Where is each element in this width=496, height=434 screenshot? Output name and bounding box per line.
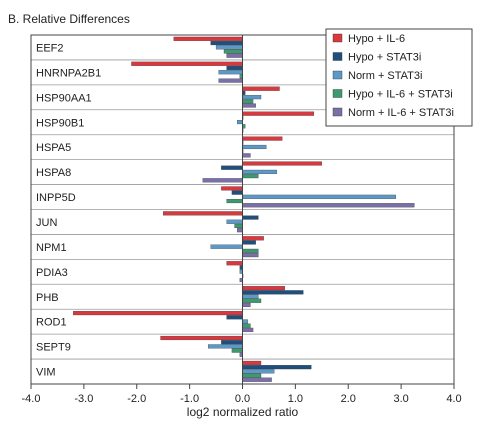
- bar: [202, 178, 243, 183]
- bar: [226, 219, 243, 224]
- bar: [234, 223, 243, 229]
- bar: [242, 153, 251, 158]
- legend-label: Hypo + IL-6 + STAT3i: [348, 89, 453, 101]
- category-labels: EEF2 HNRNPA2B1 HSP90AA1 HSP90B1 HSPA5 HSPA8 IN…: [36, 42, 101, 378]
- bar: [242, 95, 262, 100]
- bar: [242, 240, 256, 245]
- bar: [242, 369, 275, 374]
- bar: [231, 348, 243, 353]
- x-tick-label: 2.0: [341, 393, 356, 405]
- bar: [242, 290, 304, 295]
- bar: [242, 360, 262, 365]
- category-label: SEPT9: [36, 342, 71, 354]
- category-label: HNRNPA2B1: [36, 67, 101, 79]
- bar: [231, 190, 243, 195]
- bar: [226, 261, 243, 266]
- x-tick-label: -1.0: [180, 393, 199, 405]
- bar: [210, 244, 243, 249]
- legend-items: Hypo + IL-6 Hypo + STAT3i Norm + STAT3i Hyp…: [332, 33, 454, 119]
- bar: [226, 53, 243, 58]
- legend-box: [325, 28, 473, 127]
- legend-swatch: [332, 107, 343, 117]
- bar: [242, 236, 264, 241]
- category-label: EEF2: [36, 42, 64, 54]
- legend-label: Norm + STAT3i: [348, 70, 422, 82]
- category-label: ROD1: [36, 317, 67, 329]
- x-axis-ticks: -4.0 -3.0 -2.0 -1.0 0.0 1.0 2.0 3.0 4.0: [22, 384, 462, 405]
- bar: [242, 174, 259, 179]
- category-label: PHB: [36, 292, 59, 304]
- legend-swatch: [332, 33, 343, 43]
- bar: [160, 335, 243, 341]
- bar: [221, 186, 243, 191]
- bar: [242, 365, 312, 370]
- bar: [242, 248, 259, 253]
- bar: [242, 161, 322, 166]
- bar: [242, 144, 267, 150]
- bar: [242, 323, 251, 328]
- bar: [226, 65, 243, 71]
- bar: [242, 373, 262, 378]
- bar: [226, 198, 243, 204]
- category-label: HSPA5: [36, 142, 71, 154]
- legend-swatch: [332, 70, 343, 80]
- legend-label: Hypo + IL-6: [348, 33, 405, 45]
- category-label: JUN: [36, 217, 57, 229]
- x-tick-label: -2.0: [127, 393, 146, 405]
- bar: [237, 228, 243, 233]
- category-label: VIM: [36, 367, 56, 379]
- bar: [242, 294, 259, 299]
- legend-swatch: [332, 52, 343, 61]
- bar: [226, 315, 243, 320]
- bar: [242, 286, 285, 291]
- bar: [242, 111, 315, 116]
- legend-label: Norm + IL-6 + STAT3i: [348, 107, 454, 119]
- bar: [242, 377, 272, 382]
- category-label: HSPA8: [36, 167, 71, 179]
- legend-swatch: [332, 89, 343, 98]
- x-tick-label: -4.0: [22, 393, 41, 405]
- bar: [210, 41, 243, 46]
- legend-label: Hypo + STAT3i: [348, 52, 421, 64]
- category-label: NPM1: [36, 242, 67, 254]
- category-label: HSP90AA1: [36, 92, 92, 104]
- bar: [242, 319, 248, 324]
- bar: [242, 203, 415, 208]
- bar: [242, 194, 396, 199]
- bar: [163, 211, 243, 216]
- bar: [218, 78, 243, 83]
- bar: [221, 340, 243, 345]
- bar: [242, 169, 278, 174]
- bar: [242, 327, 254, 332]
- legend: Hypo + IL-6 Hypo + STAT3i Norm + STAT3i Hyp…: [325, 28, 473, 127]
- bar: [242, 136, 283, 141]
- bar: [242, 86, 280, 91]
- bar: [242, 103, 256, 108]
- x-tick-label: 4.0: [446, 393, 461, 405]
- bar: [242, 215, 259, 220]
- bar: [242, 302, 251, 307]
- bar: [131, 61, 243, 66]
- bar: [237, 120, 243, 125]
- bar: [223, 49, 243, 54]
- bar: [73, 311, 243, 316]
- category-label: INPP5D: [36, 192, 76, 204]
- category-label: PDIA3: [36, 267, 68, 279]
- bar: [207, 344, 243, 349]
- x-axis-label: log2 normalized ratio: [187, 405, 299, 419]
- x-tick-label: 0.0: [235, 393, 250, 405]
- bar: [218, 70, 243, 75]
- chart-title: B. Relative Differences: [8, 12, 130, 26]
- bar: [221, 165, 243, 170]
- bar: [173, 36, 243, 41]
- bar: [242, 99, 254, 104]
- x-tick-label: 1.0: [288, 393, 303, 405]
- bar: [242, 253, 259, 258]
- bar: [242, 298, 262, 303]
- x-tick-label: -3.0: [74, 393, 93, 405]
- category-label: HSP90B1: [36, 117, 84, 129]
- bar: [215, 45, 243, 50]
- x-tick-label: 3.0: [393, 393, 408, 405]
